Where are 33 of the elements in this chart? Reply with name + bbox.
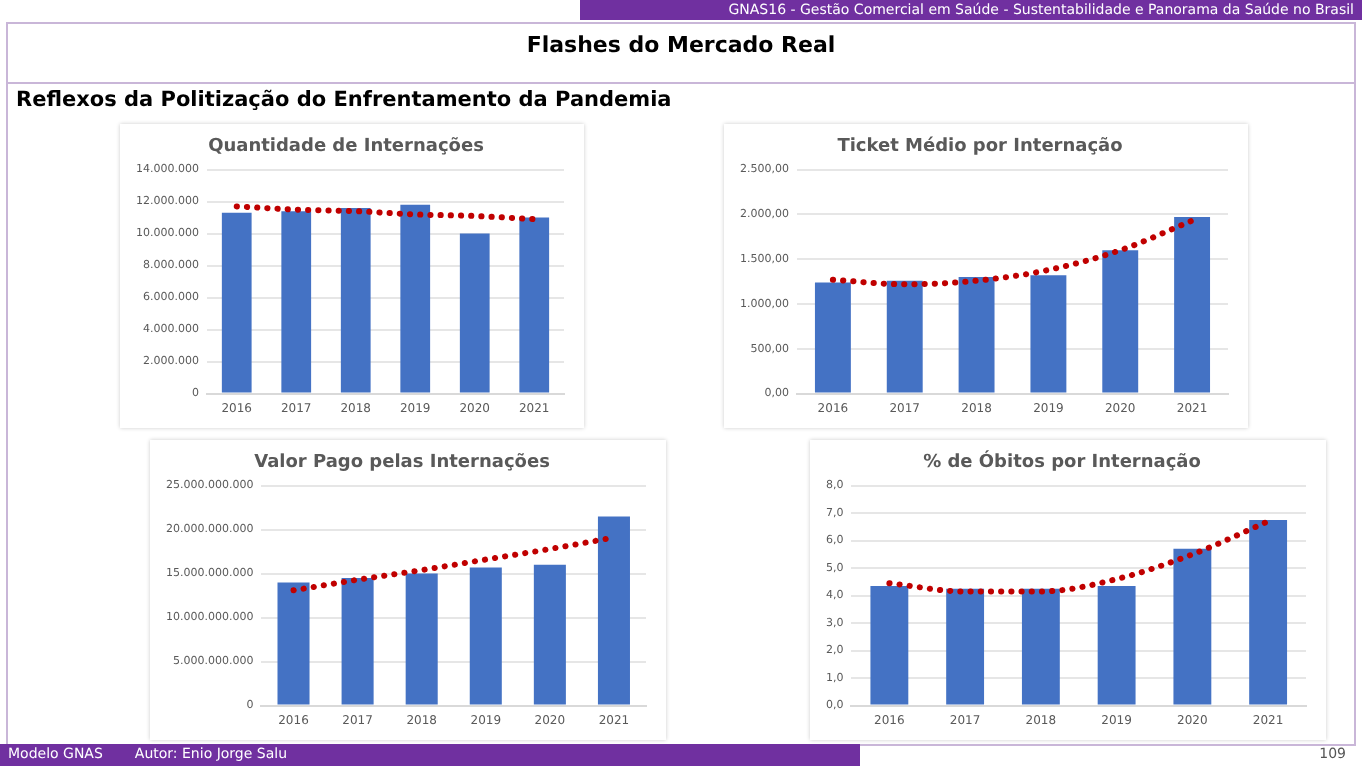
- bar: [946, 588, 985, 705]
- bar: [1102, 250, 1139, 393]
- bar: [1173, 548, 1212, 705]
- chart-title: % de Óbitos por Internação: [923, 449, 1201, 474]
- bar: [870, 585, 909, 705]
- bar: [459, 233, 490, 393]
- bar: [1021, 588, 1060, 705]
- bar: [277, 582, 310, 705]
- bar: [469, 567, 502, 705]
- chart-title: Valor Pago pelas Internações: [254, 453, 550, 474]
- bar: [341, 578, 374, 705]
- text: Reflexos da Politização do Enfrentamento da Pandemia: [16, 88, 672, 112]
- bar: [533, 564, 566, 705]
- bar: [340, 208, 371, 393]
- bar: [597, 516, 630, 705]
- bar: [1097, 585, 1136, 705]
- line-series: [829, 217, 1196, 288]
- bar: [221, 212, 252, 393]
- line-series: [886, 518, 1272, 595]
- bar: [1174, 217, 1211, 393]
- bar: [405, 573, 438, 705]
- bar: [519, 217, 550, 393]
- bar: [886, 280, 923, 393]
- bar: [281, 211, 312, 393]
- chart-title: Quantidade de Internações: [208, 137, 484, 158]
- bar: [400, 204, 431, 393]
- line-series: [233, 203, 538, 223]
- bar: [814, 282, 851, 393]
- chart-title: Ticket Médio por Internação: [837, 135, 1123, 158]
- bar: [1249, 519, 1288, 705]
- text: Flashes do Mercado Real: [524, 32, 838, 58]
- bar: [1030, 275, 1067, 393]
- bar: [958, 277, 995, 393]
